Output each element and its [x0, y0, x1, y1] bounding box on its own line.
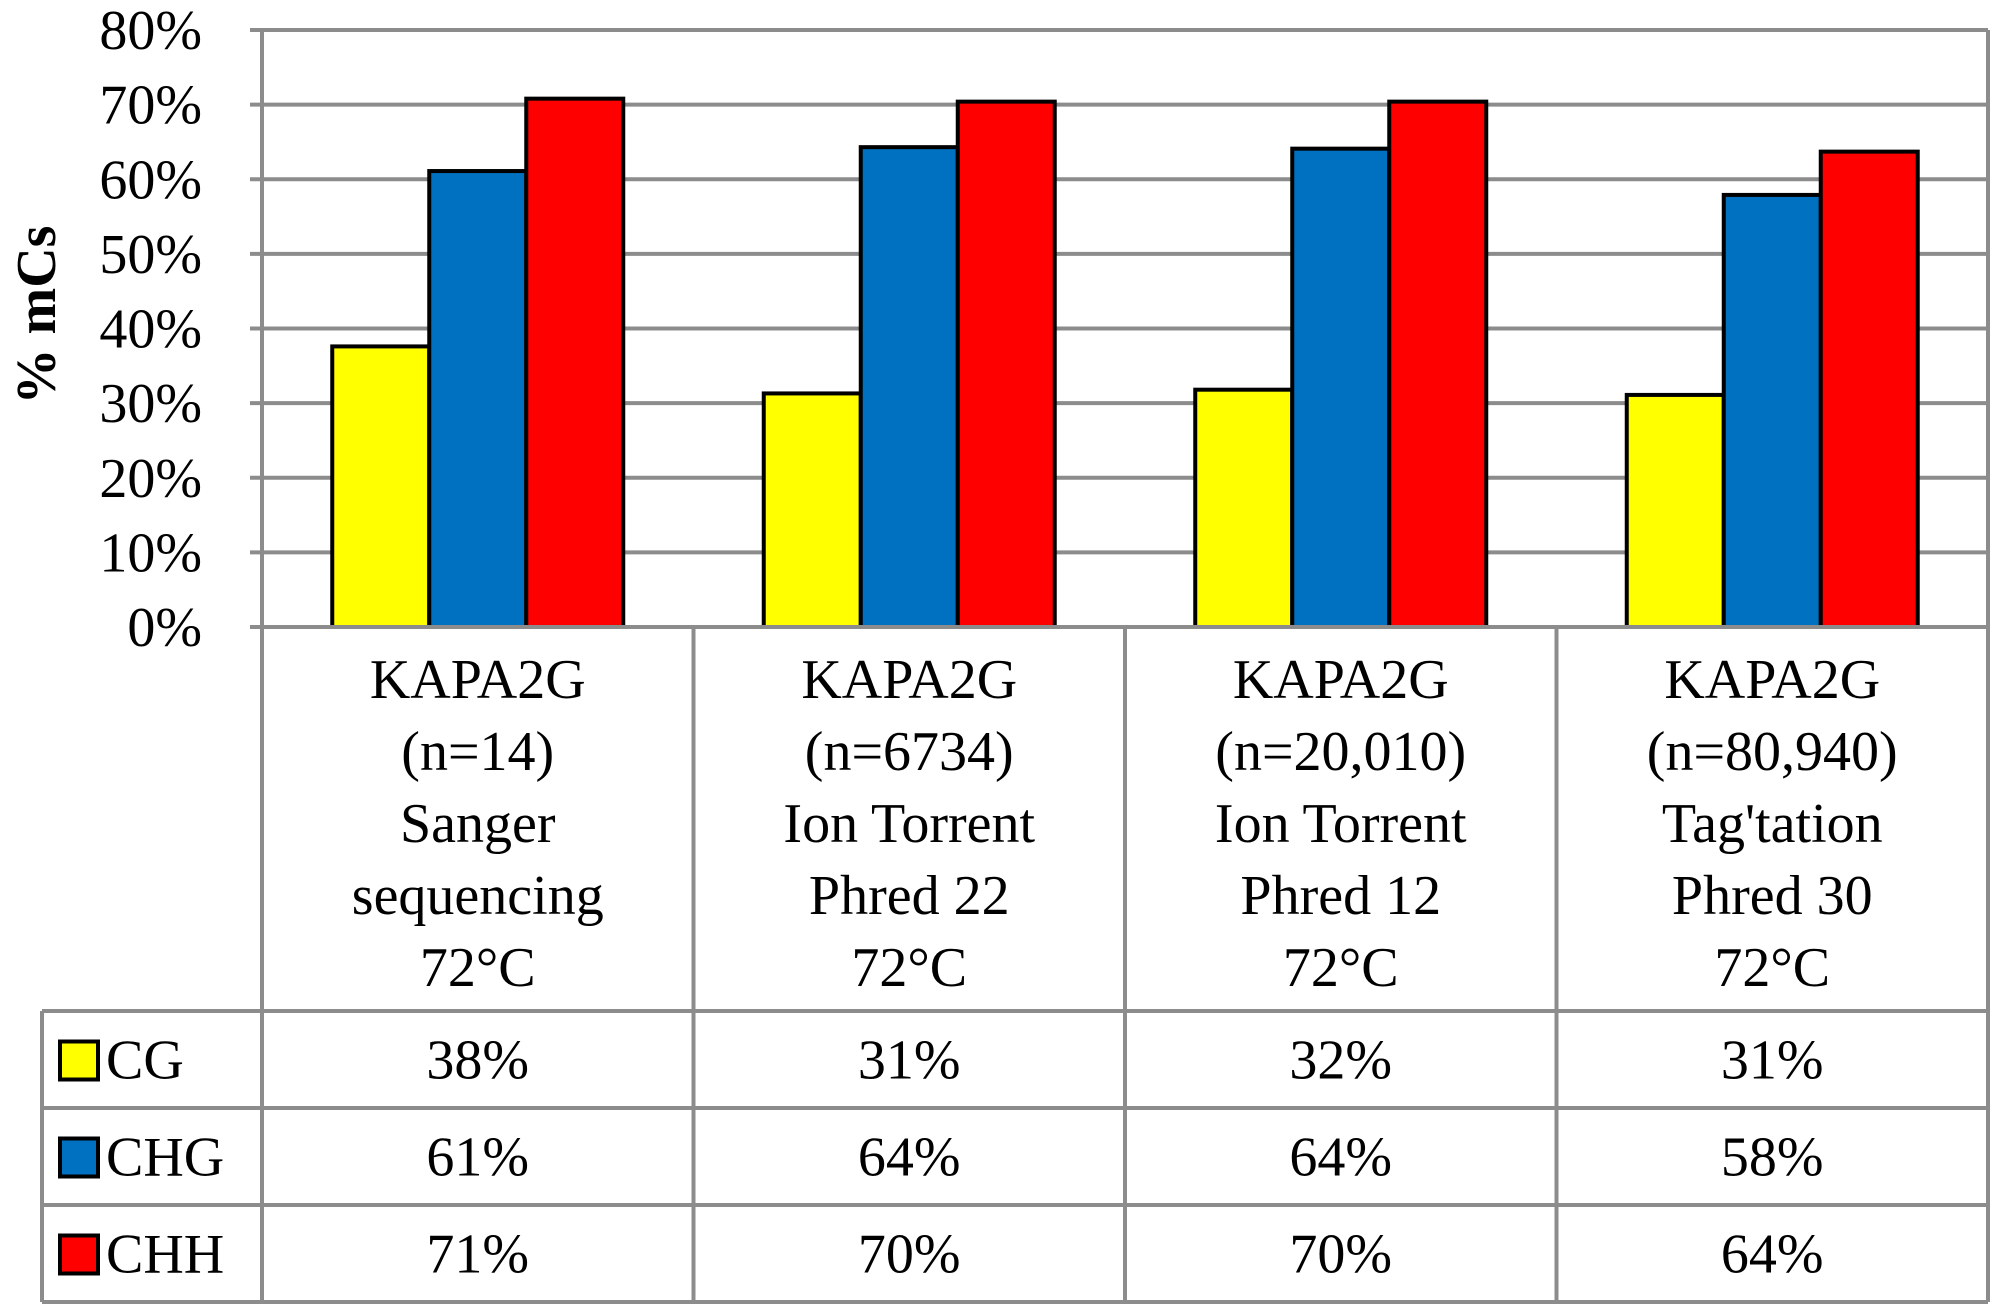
data-label: 70% [858, 1224, 961, 1286]
bar-chg [427, 169, 529, 629]
data-label: 58% [1721, 1127, 1824, 1189]
bar-chh [1387, 99, 1489, 629]
data-label: 32% [1289, 1030, 1392, 1092]
y-tick-label: 50% [99, 224, 202, 286]
bar-cg [330, 344, 432, 629]
bar-chh [1818, 149, 1920, 629]
data-table: KAPA2G (n=14) Sanger sequencing 72°C KAPA2G (n… [40, 30, 1990, 1304]
legend-label: CHG [106, 1127, 224, 1189]
data-label: 31% [1721, 1030, 1824, 1092]
category-label: KAPA2G (n=6734) Ion Torrent Phred 22 72°C [783, 649, 1035, 999]
bar-chg [1290, 146, 1392, 629]
legend-swatch-cg [58, 1039, 100, 1082]
data-label: 71% [426, 1224, 529, 1286]
data-label: 31% [858, 1030, 961, 1092]
bar-cg [1624, 392, 1726, 630]
legend-label: CHH [106, 1224, 224, 1286]
data-label: 64% [1721, 1224, 1824, 1286]
y-tick-label: 10% [99, 522, 202, 584]
bar-chg [1721, 192, 1823, 629]
data-label: 64% [858, 1127, 961, 1189]
y-tick-label: 0% [127, 597, 202, 659]
bar-chh [955, 99, 1057, 629]
y-tick-label: 20% [99, 448, 202, 510]
y-tick-label: 70% [99, 75, 202, 137]
y-tick-label: 30% [99, 373, 202, 435]
y-tick-label: 40% [99, 299, 202, 361]
legend-swatch-chg [58, 1136, 100, 1179]
bar-cg [761, 391, 863, 629]
data-label: 61% [426, 1127, 529, 1189]
bar-cg [1193, 387, 1295, 629]
y-tick-label: 60% [99, 149, 202, 211]
category-label: KAPA2G (n=80,940) Tag'tation Phred 30 72°C [1647, 649, 1898, 999]
legend-label: CG [106, 1030, 184, 1092]
bar-chg [858, 145, 960, 629]
bars [330, 96, 1920, 630]
data-label: 70% [1289, 1224, 1392, 1286]
y-tick-labels: 0% 10% 20% 30% 40% 50% 60% 70% 80% [99, 0, 202, 659]
category-label: KAPA2G (n=14) Sanger sequencing 72°C [352, 649, 604, 999]
legend-swatch-chh [58, 1233, 100, 1276]
bar-chh [524, 96, 626, 629]
category-label: KAPA2G (n=20,010) Ion Torrent Phred 12 72°C [1215, 649, 1467, 999]
data-label: 38% [426, 1030, 529, 1092]
data-label: 64% [1289, 1127, 1392, 1189]
y-axis-label: % mCs [6, 226, 68, 405]
y-tick-label: 80% [99, 0, 202, 62]
